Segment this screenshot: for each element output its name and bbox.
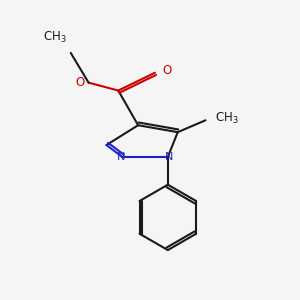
Text: CH$_3$: CH$_3$ bbox=[215, 111, 239, 126]
Text: N: N bbox=[117, 152, 125, 162]
Text: O: O bbox=[75, 76, 85, 89]
Text: N: N bbox=[165, 152, 173, 162]
Text: CH$_3$: CH$_3$ bbox=[43, 30, 67, 45]
Text: O: O bbox=[162, 64, 171, 77]
